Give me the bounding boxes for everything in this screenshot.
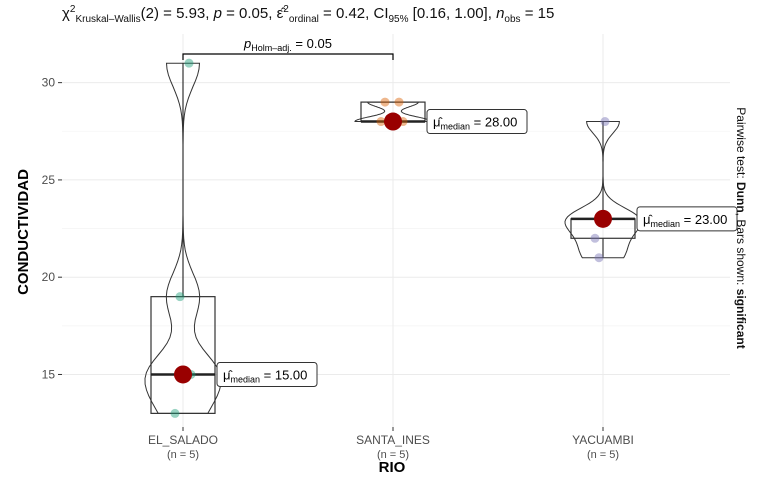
median-markers [174, 112, 612, 384]
violin-el_salado [144, 62, 222, 414]
median-label: μ̂median = 28.00 [433, 115, 517, 132]
x-tick-label: EL_SALADO [148, 433, 218, 447]
y-tick-label: 20 [42, 270, 56, 284]
box-el_salado [150, 296, 216, 414]
data-point [594, 253, 604, 263]
y-axis: 15 20 25 30 [42, 76, 62, 381]
data-point [380, 97, 390, 107]
grid-lines [62, 34, 730, 427]
x-tick-n-label: (n = 5) [587, 449, 619, 461]
x-axis-title: RIO [379, 459, 406, 476]
plot-subtitle: χ2Kruskal–Wallis(2) = 5.93, p = 0.05, ε̂… [62, 4, 555, 25]
data-point [600, 117, 610, 127]
boxplots [150, 63, 636, 414]
median-point [174, 365, 192, 384]
data-point [175, 292, 185, 302]
bracket-line [182, 53, 394, 60]
caption: Pairwise test: Dunn, Bars shown: signifi… [734, 107, 748, 348]
y-tick-label: 25 [42, 173, 56, 187]
x-axis: EL_SALADO (n = 5) SANTA_INES (n = 5) YACUAMB… [148, 427, 634, 461]
x-tick-label: YACUAMBI [572, 433, 634, 447]
violin-yacuambi [564, 121, 642, 259]
median-label-box [426, 109, 528, 135]
pairwise-bracket: pHolm–adj. = 0.05 [182, 36, 394, 60]
data-point [376, 117, 386, 127]
y-tick-label: 15 [42, 367, 56, 381]
data-point [184, 58, 194, 68]
median-point [384, 112, 402, 131]
data-point [394, 97, 404, 107]
median-labels: μ̂median = 15.00 μ̂median = 28.00 μ̂median… [216, 109, 738, 387]
median-label-box [216, 361, 318, 387]
bracket-label: pHolm–adj. = 0.05 [243, 36, 332, 53]
y-tick-label: 30 [42, 76, 56, 90]
median-point [594, 209, 612, 228]
median-label-box [636, 206, 738, 232]
x-tick-label: SANTA_INES [356, 433, 430, 447]
data-point [590, 233, 600, 243]
median-label: μ̂median = 15.00 [223, 367, 307, 384]
x-tick-n-label: (n = 5) [377, 449, 409, 461]
median-label: μ̂median = 23.00 [643, 212, 727, 229]
x-tick-n-label: (n = 5) [167, 449, 199, 461]
y-axis-title: CONDUCTIVIDAD [15, 169, 32, 295]
data-point [170, 408, 180, 418]
